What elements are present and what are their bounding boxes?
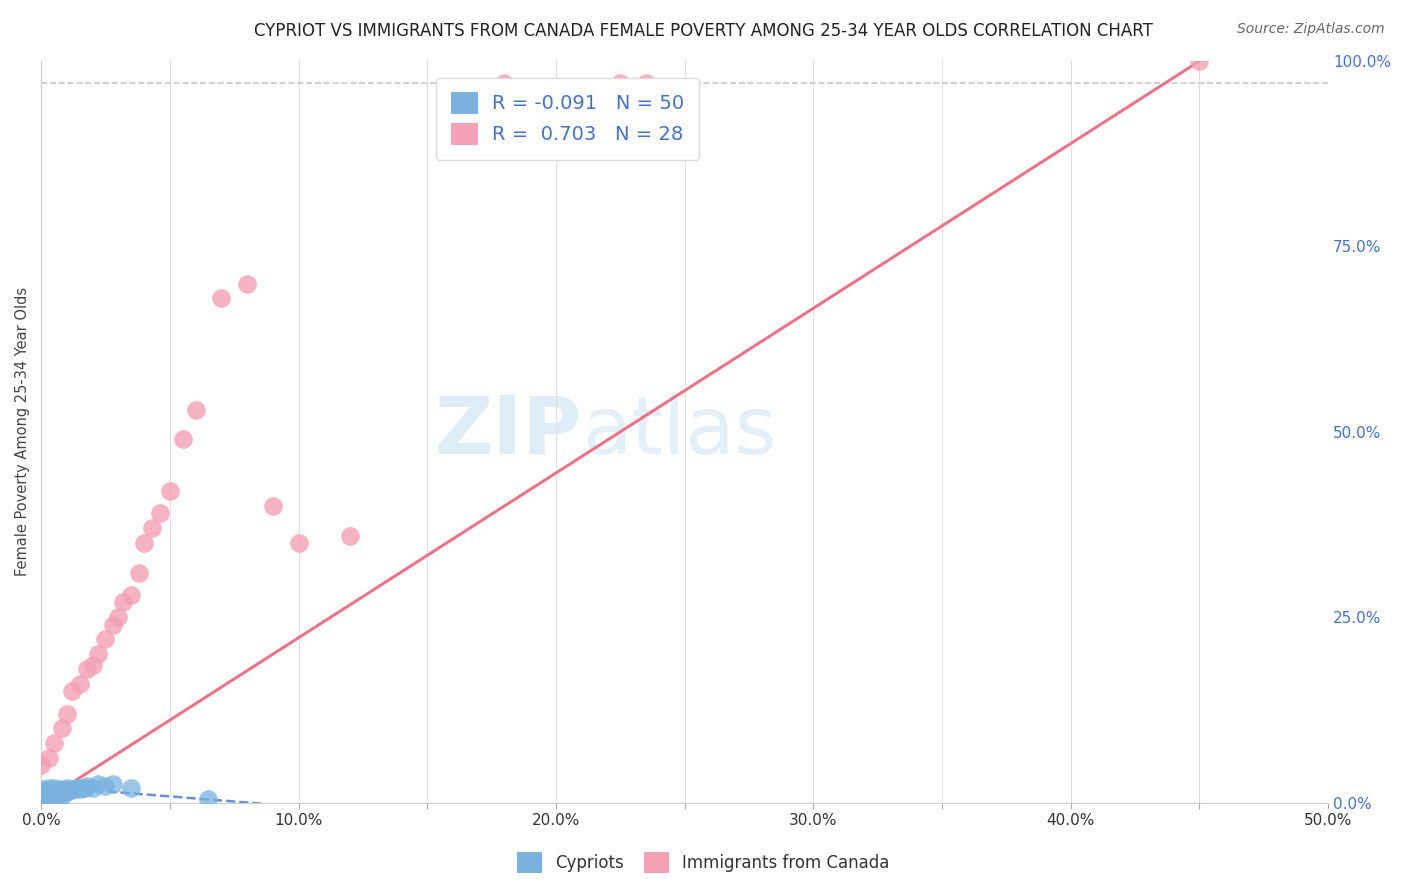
Point — [141, 521, 163, 535]
Point — [42, 787, 65, 801]
Point — [209, 292, 232, 306]
Point — [262, 499, 284, 513]
Point — [112, 595, 135, 609]
Point — [45, 788, 67, 802]
Point — [159, 484, 181, 499]
Point — [30, 792, 52, 806]
Point — [35, 792, 58, 806]
Point — [38, 751, 60, 765]
Text: atlas: atlas — [582, 392, 776, 471]
Point — [30, 796, 52, 810]
Text: Source: ZipAtlas.com: Source: ZipAtlas.com — [1237, 22, 1385, 37]
Point — [56, 784, 79, 798]
Point — [30, 788, 52, 802]
Point — [494, 76, 516, 90]
Point — [58, 784, 80, 798]
Point — [82, 780, 104, 795]
Point — [51, 784, 73, 798]
Point — [120, 588, 142, 602]
Point — [69, 677, 91, 691]
Point — [82, 658, 104, 673]
Point — [30, 784, 52, 798]
Point — [51, 788, 73, 802]
Point — [609, 76, 631, 90]
Text: CYPRIOT VS IMMIGRANTS FROM CANADA FEMALE POVERTY AMONG 25-34 YEAR OLDS CORRELATI: CYPRIOT VS IMMIGRANTS FROM CANADA FEMALE… — [253, 22, 1153, 40]
Point — [87, 777, 110, 791]
Point — [94, 779, 117, 793]
Point — [32, 792, 55, 806]
Point — [32, 789, 55, 804]
Point — [30, 792, 52, 806]
Point — [30, 796, 52, 810]
Point — [197, 792, 219, 806]
Point — [38, 780, 60, 795]
Text: ZIP: ZIP — [434, 392, 582, 471]
Point — [184, 402, 207, 417]
Point — [60, 684, 83, 698]
Point — [63, 782, 86, 797]
Point — [634, 76, 657, 90]
Point — [41, 784, 63, 798]
Point — [56, 706, 79, 721]
Point — [339, 528, 361, 542]
Point — [128, 566, 150, 580]
Point — [35, 784, 58, 798]
Point — [76, 662, 98, 676]
Point — [30, 758, 52, 772]
Point — [42, 736, 65, 750]
Point — [35, 788, 58, 802]
Point — [56, 780, 79, 795]
Point — [42, 780, 65, 795]
Y-axis label: Female Poverty Among 25-34 Year Olds: Female Poverty Among 25-34 Year Olds — [15, 287, 30, 576]
Point — [48, 782, 70, 797]
Point — [148, 507, 170, 521]
Point — [87, 647, 110, 661]
Point — [30, 796, 52, 810]
Point — [76, 779, 98, 793]
Point — [38, 789, 60, 804]
Point — [172, 432, 194, 446]
Point — [60, 782, 83, 797]
Point — [236, 277, 259, 291]
Point — [30, 796, 52, 810]
Point — [41, 788, 63, 802]
Legend: Cypriots, Immigrants from Canada: Cypriots, Immigrants from Canada — [510, 846, 896, 880]
Point — [53, 787, 76, 801]
Point — [120, 780, 142, 795]
Point — [42, 789, 65, 804]
Point — [48, 787, 70, 801]
Point — [32, 782, 55, 797]
Point — [103, 777, 125, 791]
Point — [132, 536, 155, 550]
Point — [32, 796, 55, 810]
Point — [30, 789, 52, 804]
Point — [30, 787, 52, 801]
Point — [1188, 54, 1211, 69]
Point — [72, 780, 94, 795]
Point — [69, 782, 91, 797]
Legend: R = -0.091   N = 50, R =  0.703   N = 28: R = -0.091 N = 50, R = 0.703 N = 28 — [436, 78, 699, 160]
Point — [51, 722, 73, 736]
Point — [66, 780, 89, 795]
Point — [38, 787, 60, 801]
Point — [45, 784, 67, 798]
Point — [107, 610, 129, 624]
Point — [94, 632, 117, 647]
Point — [287, 536, 309, 550]
Point — [103, 617, 125, 632]
Point — [53, 782, 76, 797]
Point — [73, 780, 96, 795]
Point — [32, 787, 55, 801]
